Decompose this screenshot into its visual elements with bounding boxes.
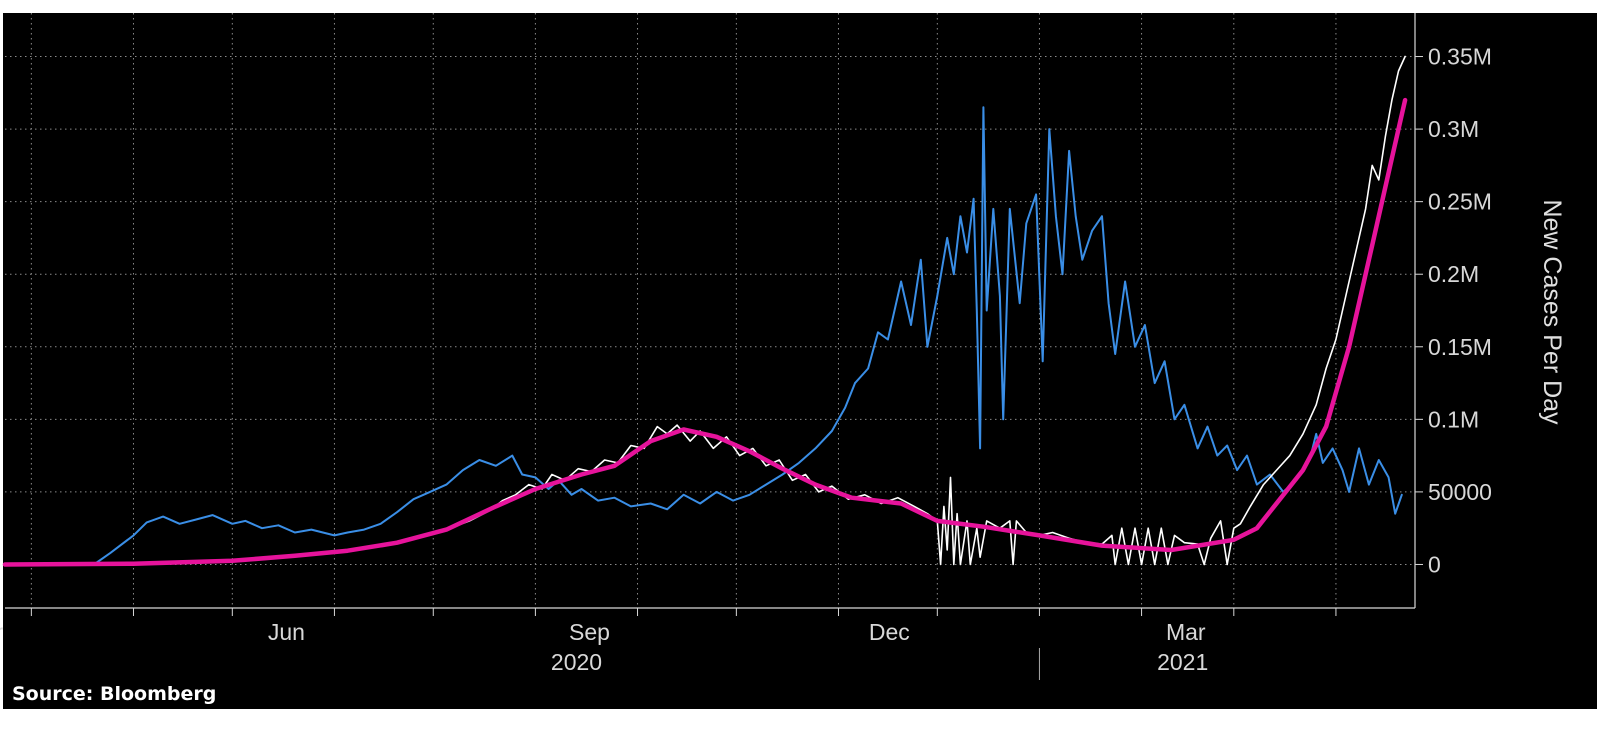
tick-labels: 0 50000 0.1M 0.15M 0.2M 0.25M 0.3M 0.35M Mar Jun S… [0, 44, 1492, 675]
y-tick-label: 0.25M [1428, 189, 1492, 215]
y-tick-label: 0.35M [1428, 44, 1492, 70]
axes [5, 13, 1423, 680]
series-line-1 [92, 106, 1403, 566]
chart-background [3, 13, 1597, 709]
source-note: Source: Bloomberg [12, 683, 216, 705]
x-tick-label: Mar [0, 619, 3, 645]
y-axis-label: New Cases Per Day [1538, 199, 1566, 425]
y-tick-label: 0.3M [1428, 116, 1479, 142]
year-label: 2020 [551, 649, 602, 675]
series-line-3 [2, 97, 1408, 567]
y-tick-label: 0 [1428, 551, 1441, 577]
y-tick-label: 0.15M [1428, 334, 1492, 360]
y-tick-label: 50000 [1428, 479, 1492, 505]
y-tick-label: 0.1M [1428, 406, 1479, 432]
x-tick-label: Dec [869, 619, 910, 645]
x-tick-label: Mar [1166, 619, 1206, 645]
year-label: 2021 [1157, 649, 1208, 675]
y-tick-label: 0.2M [1428, 261, 1479, 287]
series-layer [2, 55, 1408, 567]
grid-lines [5, 13, 1415, 608]
x-tick-label: Jun [268, 619, 305, 645]
x-tick-label: Sep [569, 619, 610, 645]
